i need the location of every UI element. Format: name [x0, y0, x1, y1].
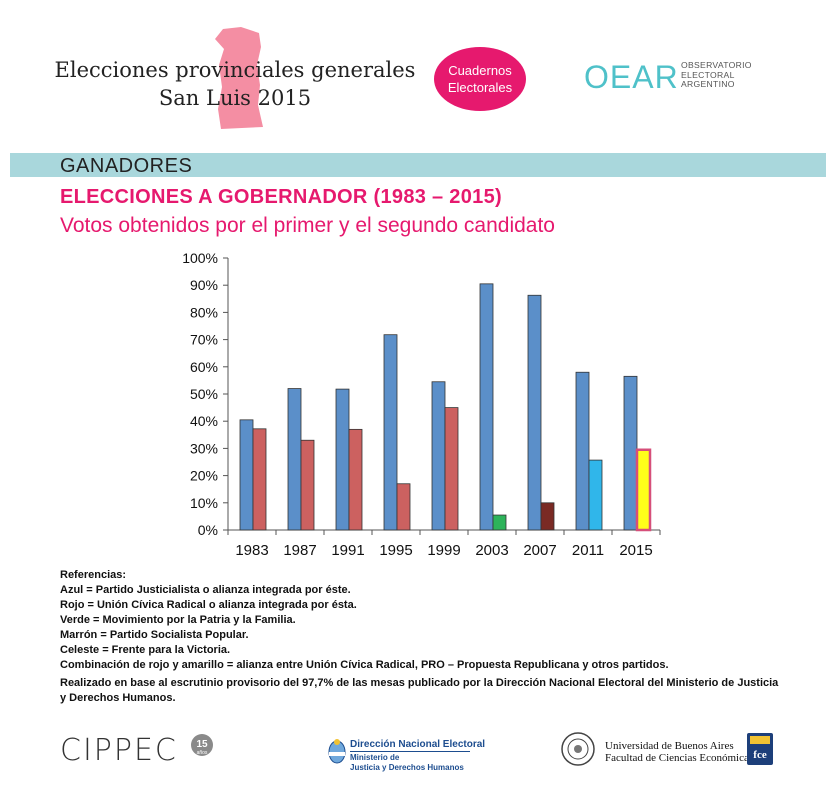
bar-second-2011: [588, 459, 603, 531]
bar-first-2007: [527, 294, 542, 531]
x-tick-label: 1995: [379, 542, 412, 559]
dne-ministry: Ministerio de Justicia y Derechos Humano…: [350, 753, 464, 772]
oear-line1: OBSERVATORIO: [681, 60, 752, 70]
oear-line2: ELECTORAL: [681, 69, 735, 80]
y-tick-label: 20%: [190, 468, 218, 484]
bar-second-2007: [540, 502, 555, 531]
cippec-logo: CIPPEC: [60, 733, 178, 768]
bar-first-2003: [479, 283, 494, 531]
bar-second-1995: [396, 483, 411, 531]
section-band-label: GANADORES: [60, 155, 193, 177]
uba-line2: Facultad de Ciencias Económicas: [605, 752, 754, 764]
reference-item: Verde = Movimiento por la Patria y la Fa…: [60, 614, 296, 626]
report-title-line2: San Luis 2015: [158, 86, 312, 110]
cuadernos-badge: Cuadernos Electorales: [434, 47, 526, 111]
y-tick-label: 90%: [190, 277, 218, 293]
bar-second-1983: [252, 428, 267, 531]
bar-second-2015: [635, 448, 652, 532]
y-tick-label: 70%: [190, 332, 218, 348]
y-tick-label: 50%: [190, 386, 218, 402]
chart-title: ELECCIONES A GOBERNADOR (1983 – 2015): [60, 186, 502, 208]
dne-line2: Justicia y Derechos Humanos: [350, 762, 464, 772]
oear-logo-text: OEAR: [584, 59, 679, 92]
reference-item: Azul = Partido Justicialista o alianza i…: [60, 584, 351, 596]
y-tick-label: 30%: [190, 440, 218, 456]
x-tick-label: 1999: [427, 542, 460, 559]
uba-seal-icon: [561, 732, 595, 766]
bar-chart: 0% 10% 20% 30% 40% 50% 60% 70% 80% 90% 100% 1983 198…: [182, 250, 661, 559]
badge-line1: Cuadernos: [448, 63, 512, 78]
x-tick-label: 2007: [523, 542, 556, 559]
bar-first-2015: [623, 375, 638, 531]
y-tick-label: 0%: [198, 522, 218, 538]
x-tick-label: 1991: [331, 542, 364, 559]
uba-line1: Universidad de Buenos Aires: [605, 740, 734, 752]
y-tick-label: 100%: [182, 250, 218, 266]
bar-first-1999: [431, 381, 446, 531]
cippec-anniversary-badge: 15 años: [191, 734, 213, 756]
source-note: Realizado en base al escrutinio provisor…: [60, 677, 779, 704]
bar-second-1991: [348, 428, 363, 531]
badge-line2: Electorales: [447, 80, 513, 95]
x-tick-label: 2015: [619, 542, 652, 559]
bar-second-2003: [492, 514, 507, 531]
reference-item: Marrón = Partido Socialista Popular.: [60, 629, 249, 641]
uba-name: Universidad de Buenos Aires Facultad de …: [605, 740, 753, 764]
x-tick-label: 1987: [283, 542, 316, 559]
y-tick-label: 80%: [190, 304, 218, 320]
oear-line3: ARGENTINO: [681, 79, 735, 89]
y-tick-label: 40%: [190, 413, 218, 429]
bar-second-1999: [444, 407, 459, 531]
report-title-line1: Elecciones provinciales generales: [54, 58, 416, 82]
fce-logo-text: fce: [753, 749, 767, 761]
references-heading: Referencias:: [60, 569, 127, 581]
cippec-badge-number: 15: [196, 739, 208, 750]
x-tick-label: 2011: [572, 542, 604, 559]
dne-divider: [350, 751, 470, 752]
bar-first-1991: [335, 388, 350, 531]
fce-logo: fce: [747, 733, 773, 765]
x-tick-label: 2003: [475, 542, 508, 559]
y-tick-label: 60%: [190, 359, 218, 375]
bar-second-1987: [300, 439, 315, 531]
reference-item: Rojo = Unión Cívica Radical o alianza in…: [60, 599, 357, 611]
section-band: [10, 153, 826, 177]
bar-first-1995: [383, 334, 398, 531]
oear-subtitle: OBSERVATORIO ELECTORAL ARGENTINO: [681, 60, 771, 90]
bar-first-1987: [287, 388, 302, 531]
x-tick-label: 1983: [235, 542, 268, 559]
references: Referencias: Azul = Partido Justicialist…: [60, 568, 780, 673]
y-tick-label: 10%: [190, 495, 218, 511]
cippec-badge-sub: años: [197, 750, 208, 756]
bar-first-2011: [575, 371, 590, 531]
reference-item: Celeste = Frente para la Victoria.: [60, 644, 231, 656]
province-map-icon: [215, 27, 263, 129]
oear-logo: OEAR: [584, 59, 679, 92]
argentina-shield-icon: [328, 739, 346, 764]
reference-item: Combinación de rojo y amarillo = alianza…: [60, 659, 669, 671]
dne-line1: Ministerio de: [350, 753, 400, 762]
bar-first-1983: [239, 419, 254, 531]
dne-title: Dirección Nacional Electoral: [350, 739, 486, 750]
report-title: Elecciones provinciales generales San Lu…: [40, 56, 430, 112]
chart-subtitle: Votos obtenidos por el primer y el segun…: [60, 214, 555, 237]
